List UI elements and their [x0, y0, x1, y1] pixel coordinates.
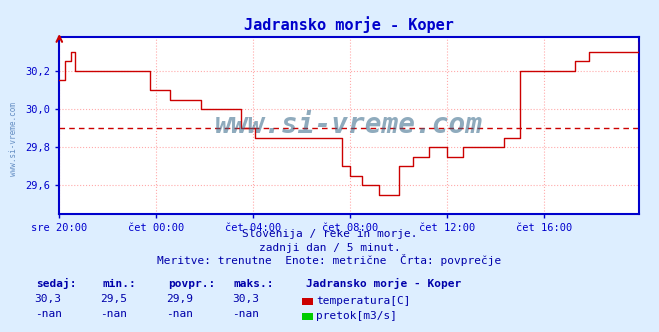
Text: -nan: -nan — [233, 309, 259, 319]
Text: Jadransko morje - Koper: Jadransko morje - Koper — [306, 278, 462, 289]
Text: zadnji dan / 5 minut.: zadnji dan / 5 minut. — [258, 243, 401, 253]
Text: -nan: -nan — [35, 309, 61, 319]
Text: 29,9: 29,9 — [167, 294, 193, 304]
Text: Meritve: trenutne  Enote: metrične  Črta: povprečje: Meritve: trenutne Enote: metrične Črta: … — [158, 254, 501, 266]
Title: Jadransko morje - Koper: Jadransko morje - Koper — [244, 16, 454, 33]
Text: Slovenija / reke in morje.: Slovenija / reke in morje. — [242, 229, 417, 239]
Text: -nan: -nan — [101, 309, 127, 319]
Text: maks.:: maks.: — [234, 279, 274, 289]
Text: povpr.:: povpr.: — [168, 279, 215, 289]
Text: 30,3: 30,3 — [35, 294, 61, 304]
Text: www.si-vreme.com: www.si-vreme.com — [215, 111, 483, 139]
Text: 30,3: 30,3 — [233, 294, 259, 304]
Text: temperatura[C]: temperatura[C] — [316, 296, 411, 306]
Text: www.si-vreme.com: www.si-vreme.com — [9, 103, 18, 176]
Text: min.:: min.: — [102, 279, 136, 289]
Text: sedaj:: sedaj: — [36, 278, 76, 289]
Text: -nan: -nan — [167, 309, 193, 319]
Text: pretok[m3/s]: pretok[m3/s] — [316, 311, 397, 321]
Text: 29,5: 29,5 — [101, 294, 127, 304]
